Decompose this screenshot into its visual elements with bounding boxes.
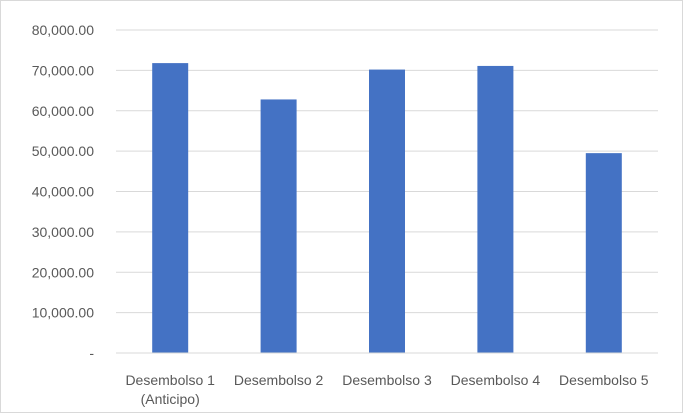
x-axis-category-labels: Desembolso 1 (Anticipo) Desembolso 2 Desemb… xyxy=(125,372,648,407)
y-tick-label: 70,000.00 xyxy=(32,62,94,78)
y-tick-label: 10,000.00 xyxy=(32,305,94,321)
x-category-label: Desembolso 5 xyxy=(559,372,649,388)
bar xyxy=(369,69,405,353)
bar xyxy=(585,153,622,353)
y-tick-label: 80,000.00 xyxy=(32,22,94,38)
y-tick-label: 20,000.00 xyxy=(32,264,94,280)
bar xyxy=(152,63,189,354)
bar xyxy=(477,65,514,353)
x-category-label: Desembolso 3 xyxy=(342,372,432,388)
y-tick-label: 40,000.00 xyxy=(32,184,94,200)
bars xyxy=(152,63,622,354)
x-category-label: Desembolso 4 xyxy=(451,372,541,388)
y-tick-label: - xyxy=(89,345,94,361)
x-category-label: (Anticipo) xyxy=(141,391,200,407)
y-tick-label: 60,000.00 xyxy=(32,103,94,119)
y-tick-label: 30,000.00 xyxy=(32,224,94,240)
y-tick-label: 50,000.00 xyxy=(32,143,94,159)
x-category-label: Desembolso 1 xyxy=(125,372,215,388)
bar xyxy=(260,99,297,353)
y-axis-tick-labels: - 10,000.00 20,000.00 30,000.00 40,000.00 50,… xyxy=(32,22,95,361)
x-category-label: Desembolso 2 xyxy=(234,372,324,388)
